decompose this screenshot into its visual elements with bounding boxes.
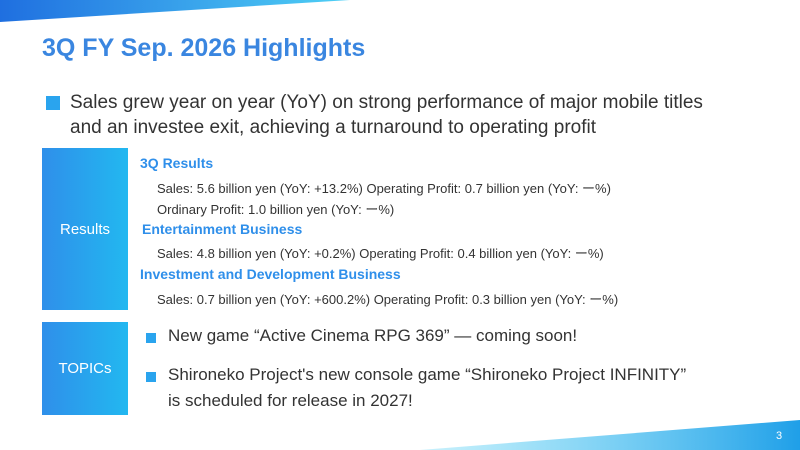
result-line: Sales: 0.7 billion yen (YoY: +600.2%) Op… — [157, 292, 619, 307]
bullet — [146, 333, 156, 343]
topics-label: TOPICs — [42, 322, 128, 415]
bullet — [46, 96, 60, 110]
bullet — [146, 372, 156, 382]
headline: and an investee exit, achieving a turnar… — [70, 117, 597, 138]
topic: Shironeko Project's new console game “Sh… — [168, 365, 687, 384]
topic: New game “Active Cinema RPG 369” ― comin… — [168, 326, 578, 345]
results-label: Results — [42, 148, 128, 310]
section-heading: Entertainment Business — [142, 221, 303, 237]
section-heading: 3Q Results — [140, 155, 214, 171]
result-line: Sales: 4.8 billion yen (YoY: +0.2%) Oper… — [157, 246, 604, 261]
page-number: 3 — [776, 430, 783, 442]
headline: Sales grew year on year (YoY) on strong … — [70, 92, 703, 113]
section-heading: Investment and Development Business — [140, 266, 401, 282]
result-line: Ordinary Profit: 1.0 billion yen (YoY: ー… — [157, 202, 395, 217]
title: 3Q FY Sep. 2026 Highlights — [42, 34, 366, 62]
result-line: Sales: 5.6 billion yen (YoY: +13.2%) Ope… — [157, 181, 611, 196]
topic: is scheduled for release in 2027! — [168, 391, 413, 410]
